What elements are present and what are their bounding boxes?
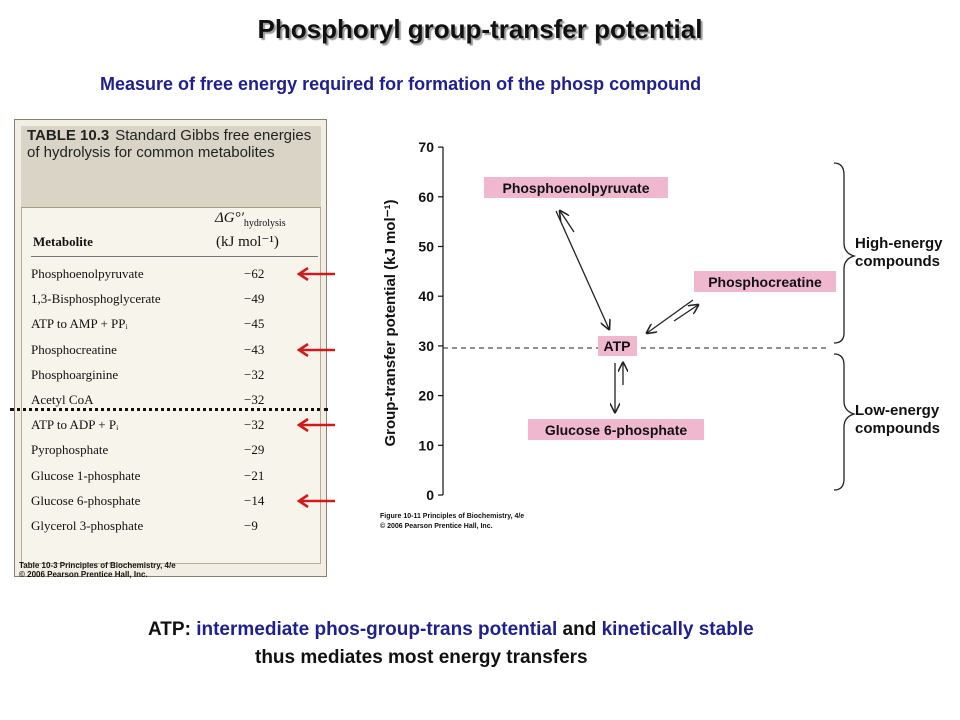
table-number: TABLE 10.3 (27, 127, 110, 144)
red-arrow-icon (297, 267, 335, 281)
atp-lead: ATP: (148, 619, 191, 640)
pep-box (484, 177, 668, 198)
pcr-label: Phosphocreatine (708, 274, 822, 290)
table-row-name: ATP to AMP + PPᵢ (31, 316, 128, 332)
atp-label: ATP (604, 338, 631, 354)
y-tick-label: 40 (418, 288, 434, 304)
table-header (21, 126, 321, 208)
table-row-value: −49 (244, 291, 265, 307)
y-tick-label: 70 (418, 139, 434, 155)
table-row-name: Phosphoarginine (31, 366, 119, 382)
y-tick-label: 50 (418, 239, 434, 255)
dg-header: ΔG°′hydrolysis (215, 210, 286, 229)
table-caption: TABLE 10.3 Standard Gibbs free energies o… (27, 127, 312, 161)
low-energy-brace (833, 353, 857, 491)
table-row-name: Acetyl CoA (31, 392, 94, 407)
pcr-to-atp-arrow (647, 299, 694, 333)
table-row-value: −32 (244, 366, 265, 382)
dotted-divider (10, 408, 328, 411)
red-arrow-icon (297, 418, 335, 433)
table-credit: Table 10-3 Principles of Biochemistry, 4… (19, 561, 176, 579)
table-row-name: Glycerol 3-phosphate (31, 518, 144, 533)
metabolite-header: Metabolite (33, 234, 93, 249)
table-row-name: 1,3-Bisphosphoglycerate (31, 291, 161, 307)
red-arrow-icon (297, 493, 335, 508)
pep-label: Phosphoenolpyruvate (502, 180, 649, 196)
y-axis-label: Group-transfer potential (kJ mol⁻¹) (382, 199, 399, 446)
g6p-label: Glucose 6-phosphate (545, 422, 688, 438)
header-rule (31, 256, 318, 257)
group-transfer-diagram: 0 10 20 30 40 50 60 70 Group-transfer potential… (380, 139, 943, 530)
bottom-line-1: ATP: intermediate phos-group-trans poten… (148, 619, 754, 641)
atp-box (598, 336, 637, 356)
table-row-name: Glucose 6-phosphate (31, 492, 141, 508)
table-caption-text: Standard Gibbs free energies of hydrolys… (27, 127, 312, 161)
y-tick-label: 30 (418, 338, 434, 354)
table-row-value: −14 (244, 492, 265, 508)
table-row-name: Phosphoenolpyruvate (31, 266, 144, 281)
high-energy-label-1: High-energy (855, 235, 943, 252)
table-row-value: −21 (244, 467, 265, 483)
table-row-value: −32 (244, 392, 265, 407)
high-energy-label-2: compounds (855, 253, 940, 270)
table-row-value: −9 (244, 518, 258, 533)
table-row-value: −45 (244, 316, 265, 332)
bottom-line-2: thus mediates most energy transfers (255, 647, 588, 668)
atp-to-pcr-arrow (673, 305, 698, 322)
low-energy-label-2: compounds (855, 420, 940, 437)
y-ticks: 0 10 20 30 40 50 60 70 (418, 139, 443, 503)
table-row-value: −32 (244, 417, 265, 433)
table-row-name: Glucose 1-phosphate (31, 467, 141, 483)
table-row-value: −43 (244, 341, 265, 357)
table-row-name: Pyrophosphate (31, 442, 109, 458)
pcr-box (694, 271, 836, 292)
low-energy-label-1: Low-energy (855, 402, 940, 419)
table-row-name: Phosphocreatine (31, 341, 117, 357)
table-row-name: ATP to ADP + Pᵢ (31, 417, 119, 433)
figure-credit-2: © 2006 Pearson Prentice Hall, Inc. (380, 522, 493, 530)
unit-header: (kJ mol⁻¹) (216, 234, 279, 250)
y-tick-label: 60 (418, 189, 434, 205)
pep-to-atp-arrow (555, 210, 609, 329)
table-row-value: −29 (244, 442, 265, 458)
intermediate-phrase: intermediate phos-group-trans potential (196, 619, 558, 640)
y-tick-label: 0 (426, 487, 434, 503)
and-word: and (562, 619, 597, 640)
red-arrow-icon (297, 342, 335, 357)
y-tick-label: 20 (418, 388, 434, 404)
atp-to-pep-arrow (560, 211, 575, 233)
table-row-value: −62 (244, 266, 265, 281)
kinetic-phrase: kinetically stable (601, 619, 754, 640)
figure-credit-1: Figure 10-11 Principles of Biochemistry,… (380, 513, 524, 520)
high-energy-brace (833, 162, 857, 344)
slide-subtitle: Measure of free energy required for form… (100, 74, 702, 94)
g6p-box (528, 419, 704, 440)
table-panel: TABLE 10.3 Standard Gibbs free energies o… (14, 119, 335, 579)
y-tick-label: 10 (418, 437, 434, 453)
slide-title: Phosphoryl group-transfer potential (257, 14, 703, 44)
